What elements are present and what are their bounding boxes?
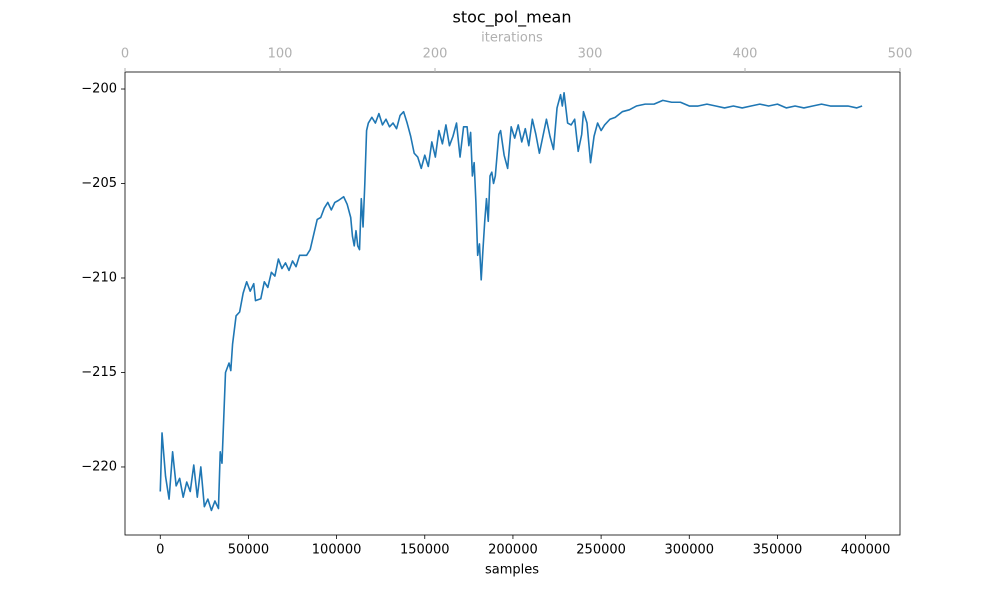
x-tick-label: 0 <box>156 543 164 558</box>
x2-tick-label: 500 <box>888 47 913 62</box>
y-tick-label: −215 <box>81 365 117 380</box>
x-tick-label: 350000 <box>753 543 803 558</box>
x2-tick-label: 0 <box>121 47 129 62</box>
y-tick-label: −200 <box>81 82 117 97</box>
x-tick-label: 250000 <box>576 543 626 558</box>
plot-frame <box>124 71 901 536</box>
x-tick-label: 200000 <box>488 543 538 558</box>
x2-tick-label: 100 <box>268 47 293 62</box>
x-tick-label: 300000 <box>664 543 714 558</box>
chart-title: stoc_pol_mean <box>453 8 572 28</box>
x-axis-label: samples <box>485 563 539 578</box>
y-tick-label: −210 <box>81 270 117 285</box>
x-tick-label: 50000 <box>228 543 269 558</box>
x2-tick-label: 200 <box>423 47 448 62</box>
line-series <box>159 91 863 512</box>
x2-tick-label: 400 <box>733 47 758 62</box>
y-tick-label: −205 <box>81 176 117 191</box>
x2-tick-label: 300 <box>578 47 603 62</box>
x2-axis-label: iterations <box>481 31 543 46</box>
x-tick-label: 150000 <box>400 543 450 558</box>
y-tick-label: −220 <box>81 459 117 474</box>
x-tick-label: 400000 <box>841 543 891 558</box>
x-tick-label: 100000 <box>312 543 362 558</box>
